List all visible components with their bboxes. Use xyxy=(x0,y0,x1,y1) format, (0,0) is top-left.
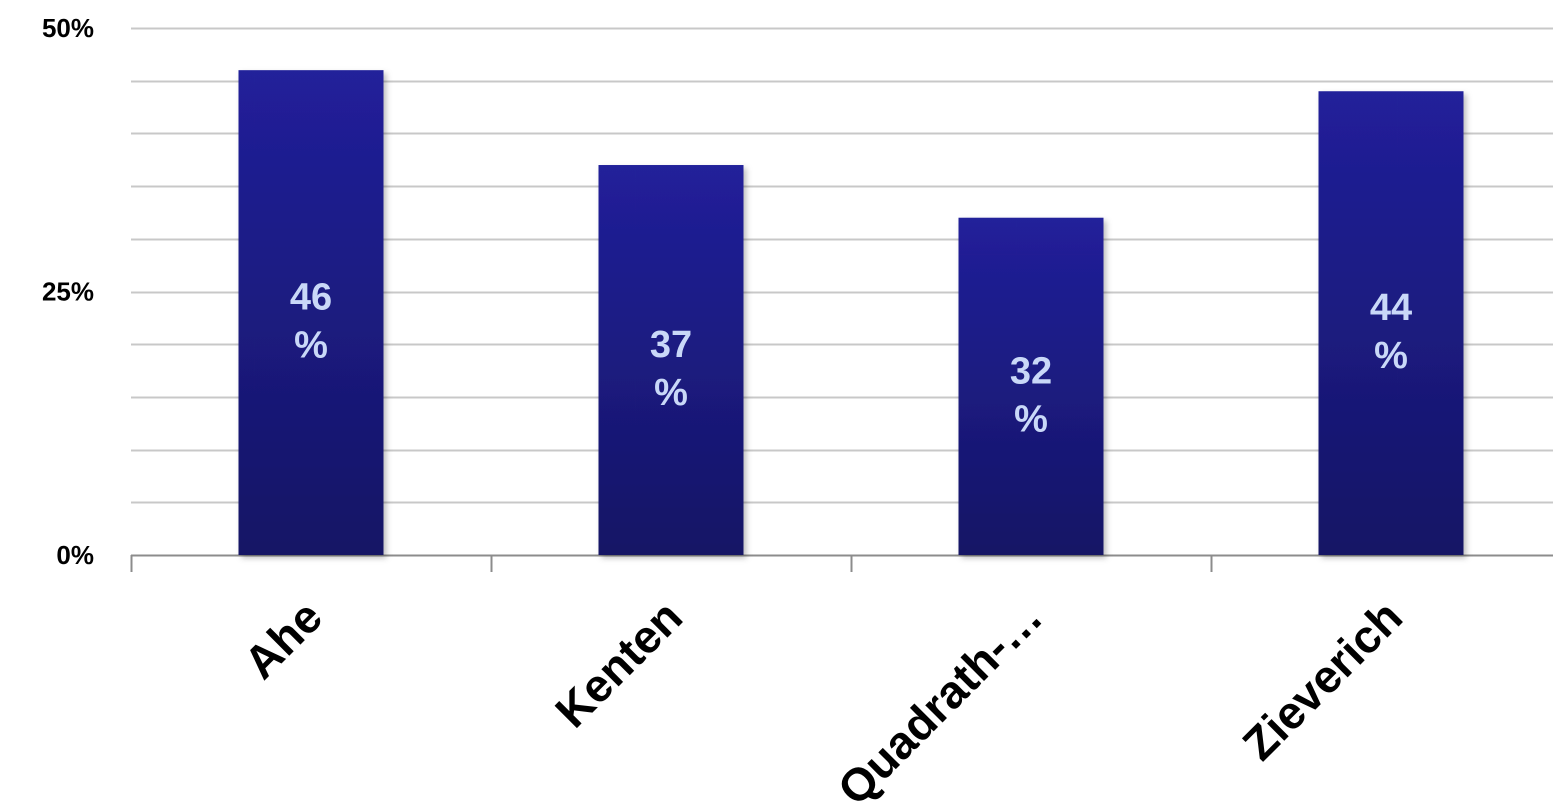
bar-kenten xyxy=(598,165,744,555)
data-label-unit: % xyxy=(1014,398,1048,440)
y-tick-label: 50% xyxy=(42,13,94,43)
data-label-unit: % xyxy=(294,325,328,367)
y-tick-label: 25% xyxy=(42,277,94,307)
data-labels: 46% 37% 32% 44% xyxy=(290,277,1412,441)
data-label-value: 37 xyxy=(650,324,692,366)
bar-zieverich xyxy=(1318,91,1464,556)
x-tick-label: Zieverich xyxy=(1232,590,1412,770)
data-label-value: 32 xyxy=(1010,350,1052,392)
x-tick-label: Kenten xyxy=(545,590,692,737)
bars xyxy=(238,70,1464,556)
x-tick-label: Ahe xyxy=(234,590,332,688)
bar-quadrath xyxy=(958,217,1104,555)
x-tick-label: Quadrath-… xyxy=(827,590,1052,806)
x-axis xyxy=(130,554,1553,572)
y-axis-tick-labels: 0% 25% 50% xyxy=(42,13,94,570)
data-label-unit: % xyxy=(1374,335,1408,377)
bar-ahe xyxy=(238,70,384,555)
data-label-value: 46 xyxy=(290,277,332,319)
data-label-value: 44 xyxy=(1370,287,1412,329)
x-axis-tick-labels: Ahe Kenten Quadrath-… Zieverich xyxy=(234,590,1412,806)
data-label-unit: % xyxy=(654,372,688,414)
y-tick-label: 0% xyxy=(56,540,94,570)
